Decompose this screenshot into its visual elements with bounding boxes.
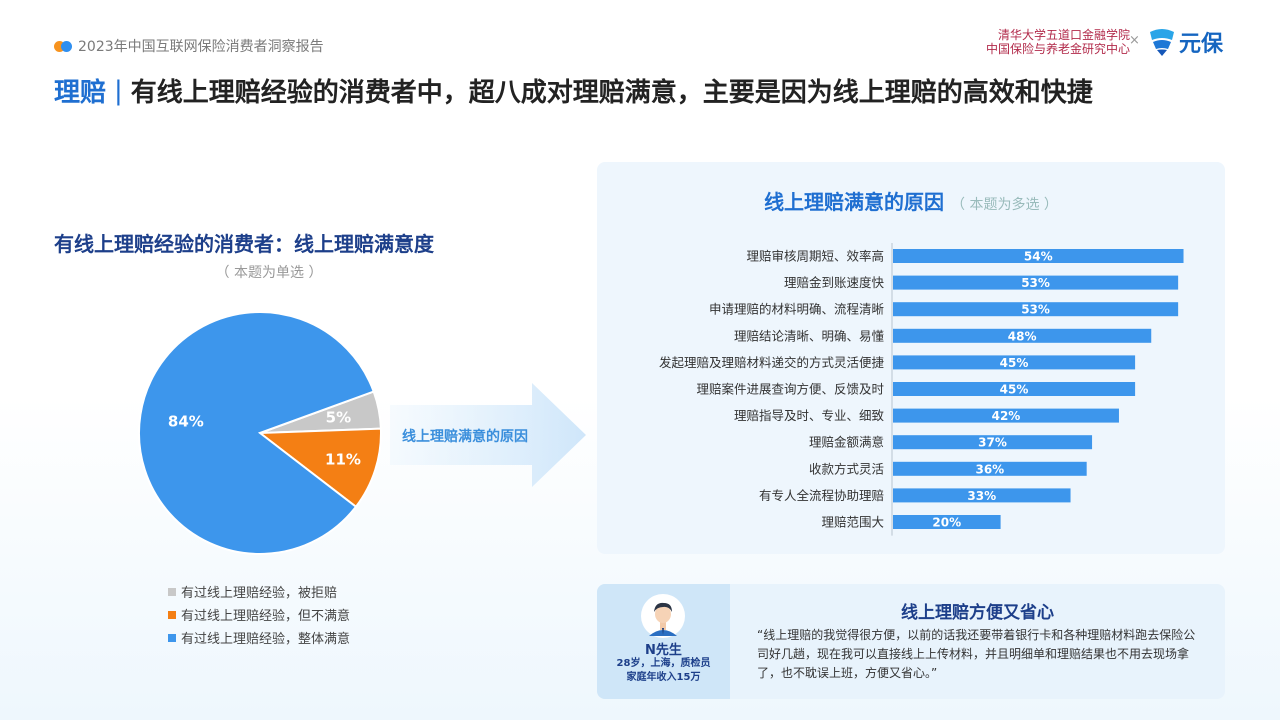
pie-chart-title: 有线上理赔经验的消费者：线上理赔满意度	[54, 232, 434, 256]
legend-item: 有过线上理赔经验，被拒赔	[168, 580, 350, 603]
legend-swatch	[168, 610, 176, 619]
headline-separator: |	[114, 75, 123, 106]
bar-value-label: 45%	[1000, 383, 1029, 397]
customer-info: 28岁，上海，质检员 家庭年收入15万	[597, 657, 730, 685]
report-title-text: 2023年中国互联网保险消费者洞察报告	[78, 39, 324, 55]
legend-swatch	[168, 633, 176, 642]
quote-text: “线上理赔的我觉得很方便，以前的话我还要带着银行卡和各种理赔材料跑去保险公司好几…	[757, 628, 1196, 680]
bar	[893, 408, 1119, 423]
bar	[893, 382, 1136, 396]
bar-value-label: 37%	[978, 436, 1007, 450]
legend-label: 有过线上理赔经验，整体满意	[181, 632, 351, 647]
org-line-2: 中国保险与养老金研究中心	[985, 42, 1130, 56]
bar	[893, 302, 1179, 317]
headline-text: 有线上理赔经验的消费者中，超八成对理赔满意，主要是因为线上理赔的高效和快捷	[130, 78, 1093, 108]
customer-info-line-2: 家庭年收入15万	[626, 672, 701, 683]
bar-chart-title-text: 线上理赔满意的原因	[764, 190, 945, 214]
avatar-icon	[641, 594, 685, 638]
reasons-panel: 线上理赔满意的原因 （ 本题为多选 ） 理赔审核周期短、效率高 54% 理赔金到账速…	[597, 162, 1225, 554]
bar-value-label: 20%	[932, 516, 961, 530]
bar-category-label: 理赔审核周期短、效率高	[746, 249, 884, 264]
yuanbao-logo-icon	[1150, 29, 1174, 56]
bar-category-label: 理赔指导及时、专业、细致	[734, 408, 885, 423]
page-headline: 理赔 | 有线上理赔经验的消费者中，超八成对理赔满意，主要是因为线上理赔的高效和…	[54, 72, 1093, 109]
customer-quote-card: N先生 28岁，上海，质检员 家庭年收入15万 线上理赔方便又省心 “线上理赔的…	[597, 584, 1225, 699]
bar	[893, 515, 1001, 529]
customer-info-line-1: 28岁，上海，质检员	[616, 658, 711, 669]
bar	[893, 328, 1152, 343]
org-line-1: 清华大学五道口金融学院	[997, 28, 1130, 42]
reasons-bar-chart: 理赔审核周期短、效率高 54% 理赔金到账速度快 53% 申请理赔的材料明确、流程清晰 5…	[659, 243, 1184, 536]
arrow-label: 线上理赔满意的原因	[402, 429, 528, 445]
bar-category-label: 理赔金额满意	[809, 435, 884, 450]
bar-category-label: 发起理赔及理赔材料递交的方式灵活便捷	[659, 355, 885, 370]
quote-title: 线上理赔方便又省心	[901, 603, 1054, 623]
bar	[893, 355, 1136, 370]
legend-swatch	[168, 587, 176, 596]
bar-value-label: 45%	[1000, 356, 1029, 370]
bar-chart-title: 线上理赔满意的原因 （ 本题为多选 ）	[597, 186, 1225, 215]
transition-arrow-icon	[390, 383, 586, 487]
report-title: 2023年中国互联网保险消费者洞察报告	[54, 36, 324, 56]
bar-value-label: 42%	[992, 409, 1021, 423]
legend-label: 有过线上理赔经验，但不满意	[181, 609, 351, 624]
legend-item: 有过线上理赔经验，整体满意	[168, 626, 350, 649]
pie-slice	[257, 427, 382, 509]
bar	[893, 461, 1087, 476]
legend-label: 有过线上理赔经验，被拒赔	[181, 586, 338, 601]
logo-text: 元保	[1179, 32, 1224, 57]
org-name: 清华大学五道口金融学院 中国保险与养老金研究中心	[986, 28, 1130, 56]
pie-legend: 有过线上理赔经验，被拒赔 有过线上理赔经验，但不满意 有过线上理赔经验，整体满意	[168, 580, 350, 649]
pie-slice-label: 5%	[326, 409, 351, 427]
customer-profile: N先生 28岁，上海，质检员 家庭年收入15万	[597, 584, 730, 699]
bar-value-label: 54%	[1024, 250, 1053, 264]
bar	[893, 488, 1071, 503]
legend-item: 有过线上理赔经验，但不满意	[168, 603, 350, 626]
bar-category-label: 理赔范围大	[821, 515, 884, 530]
bar-value-label: 48%	[1008, 329, 1037, 343]
bar-category-label: 收款方式灵活	[809, 461, 884, 476]
bar	[893, 275, 1179, 290]
bar-value-label: 53%	[1021, 276, 1050, 290]
bar-category-label: 理赔结论清晰、明确、易懂	[734, 328, 885, 343]
bar-value-label: 36%	[975, 462, 1004, 476]
customer-name: N先生	[645, 643, 682, 658]
bar-category-label: 理赔案件进展查询方便、反馈及时	[696, 382, 884, 397]
satisfaction-pie-chart: 5% 11% 84%	[138, 311, 382, 555]
pie-slice	[138, 311, 375, 555]
bar-value-label: 33%	[967, 489, 996, 503]
bar-category-label: 有专人全流程协助理赔	[759, 488, 884, 503]
collab-separator: ×	[1129, 33, 1140, 48]
pie-slice-label: 11%	[325, 451, 361, 469]
brand-dots-icon	[54, 40, 72, 52]
bar-chart-note: （ 本题为多选 ）	[951, 197, 1058, 213]
bar-category-label: 理赔金到账速度快	[784, 275, 885, 290]
headline-tag: 理赔	[54, 78, 107, 108]
pie-chart-note: （ 本题为单选 ）	[215, 265, 323, 281]
yuanbao-logo: 元保	[1148, 26, 1223, 58]
bar-category-label: 申请理赔的材料明确、流程清晰	[709, 302, 884, 317]
bar-value-label: 53%	[1021, 303, 1050, 317]
bar	[893, 249, 1184, 263]
bar	[893, 435, 1093, 450]
pie-slice-label: 84%	[168, 413, 204, 431]
